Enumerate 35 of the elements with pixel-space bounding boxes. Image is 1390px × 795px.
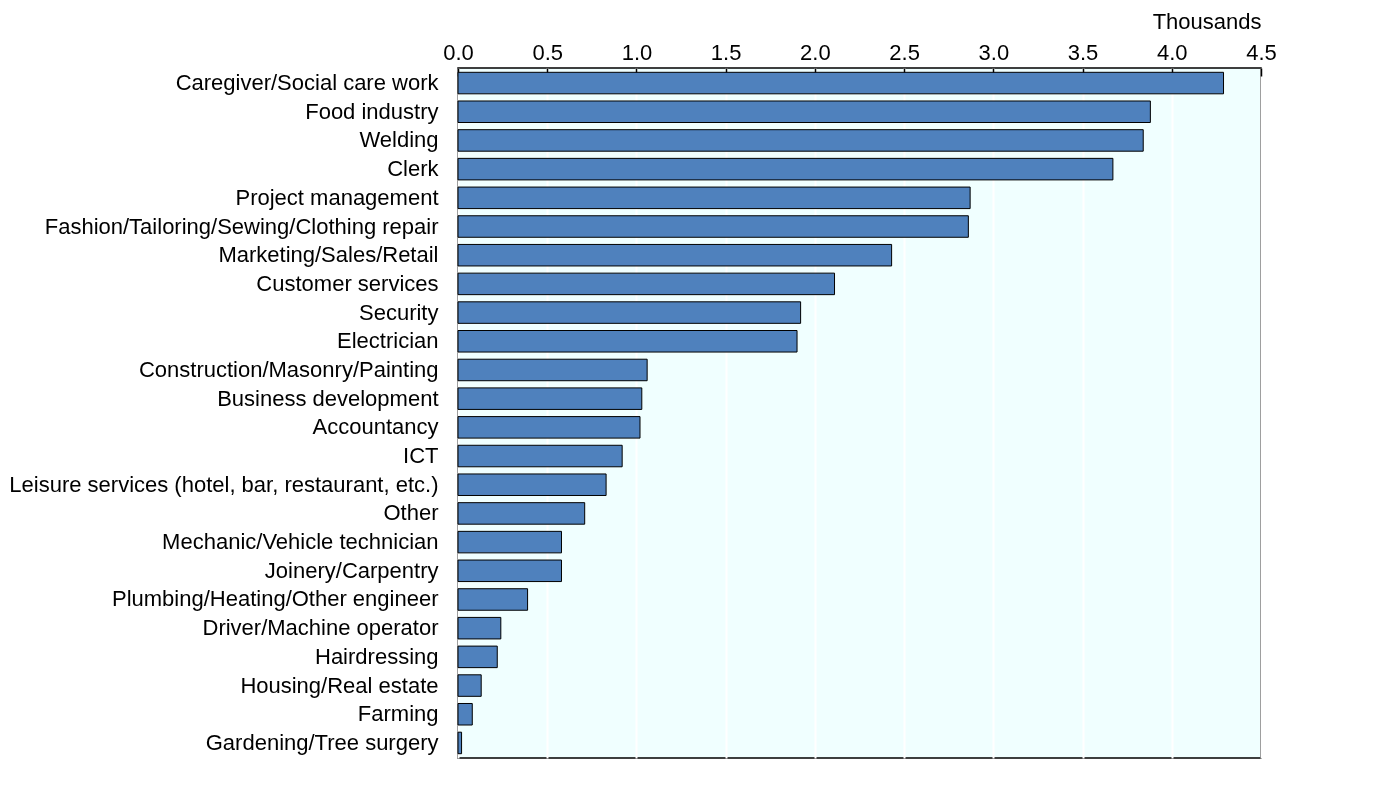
y-tick-label: Hairdressing bbox=[315, 643, 439, 669]
y-tick-label: Mechanic/Vehicle technician bbox=[162, 529, 439, 555]
x-tick-label: 3.5 bbox=[1067, 39, 1099, 65]
y-tick-label: Driver/Machine operator bbox=[202, 615, 439, 641]
y-tick-label: Business development bbox=[217, 385, 439, 411]
x-tick-label: 4.5 bbox=[1246, 39, 1277, 65]
x-tick-label: 2.0 bbox=[800, 39, 831, 65]
y-tick-label: Leisure services (hotel, bar, restaurant, etc.) bbox=[9, 471, 439, 497]
y-tick-label: Customer services bbox=[256, 270, 439, 296]
y-tick-label: Marketing/Sales/Retail bbox=[218, 242, 439, 268]
y-tick-label: Accountancy bbox=[312, 414, 439, 440]
y-tick-label: Gardening/Tree surgery bbox=[205, 729, 439, 755]
y-tick-label: ICT bbox=[403, 443, 439, 469]
x-tick-label: 4.0 bbox=[1156, 39, 1188, 65]
y-tick-label: Farming bbox=[357, 701, 439, 727]
x-axis-title: Thousands bbox=[1152, 8, 1262, 34]
y-tick-label: Joinery/Carpentry bbox=[264, 557, 439, 583]
x-tick-label: 1.0 bbox=[621, 39, 653, 65]
y-tick-label: Other bbox=[383, 500, 439, 526]
y-tick-label: Food industry bbox=[305, 98, 439, 124]
x-tick-label: 0.0 bbox=[443, 39, 474, 65]
y-tick-label: Welding bbox=[359, 127, 439, 153]
y-tick-label: Construction/Masonry/Painting bbox=[138, 356, 439, 382]
y-tick-label: Electrician bbox=[337, 328, 439, 354]
y-tick-label: Security bbox=[359, 299, 439, 325]
x-tick-label: 1.5 bbox=[710, 39, 742, 65]
y-tick-label: Project management bbox=[235, 184, 439, 210]
y-tick-label: Plumbing/Heating/Other engineer bbox=[111, 586, 439, 612]
y-tick-label: Caregiver/Social care work bbox=[175, 70, 440, 96]
x-tick-label: 0.5 bbox=[532, 39, 564, 65]
x-tick-label: 3.0 bbox=[978, 39, 1010, 65]
y-tick-label: Fashion/Tailoring/Sewing/Clothing repair bbox=[44, 213, 439, 239]
y-tick-label: Clerk bbox=[387, 156, 440, 182]
x-tick-label: 2.5 bbox=[889, 39, 920, 65]
y-tick-label: Housing/Real estate bbox=[240, 672, 439, 698]
